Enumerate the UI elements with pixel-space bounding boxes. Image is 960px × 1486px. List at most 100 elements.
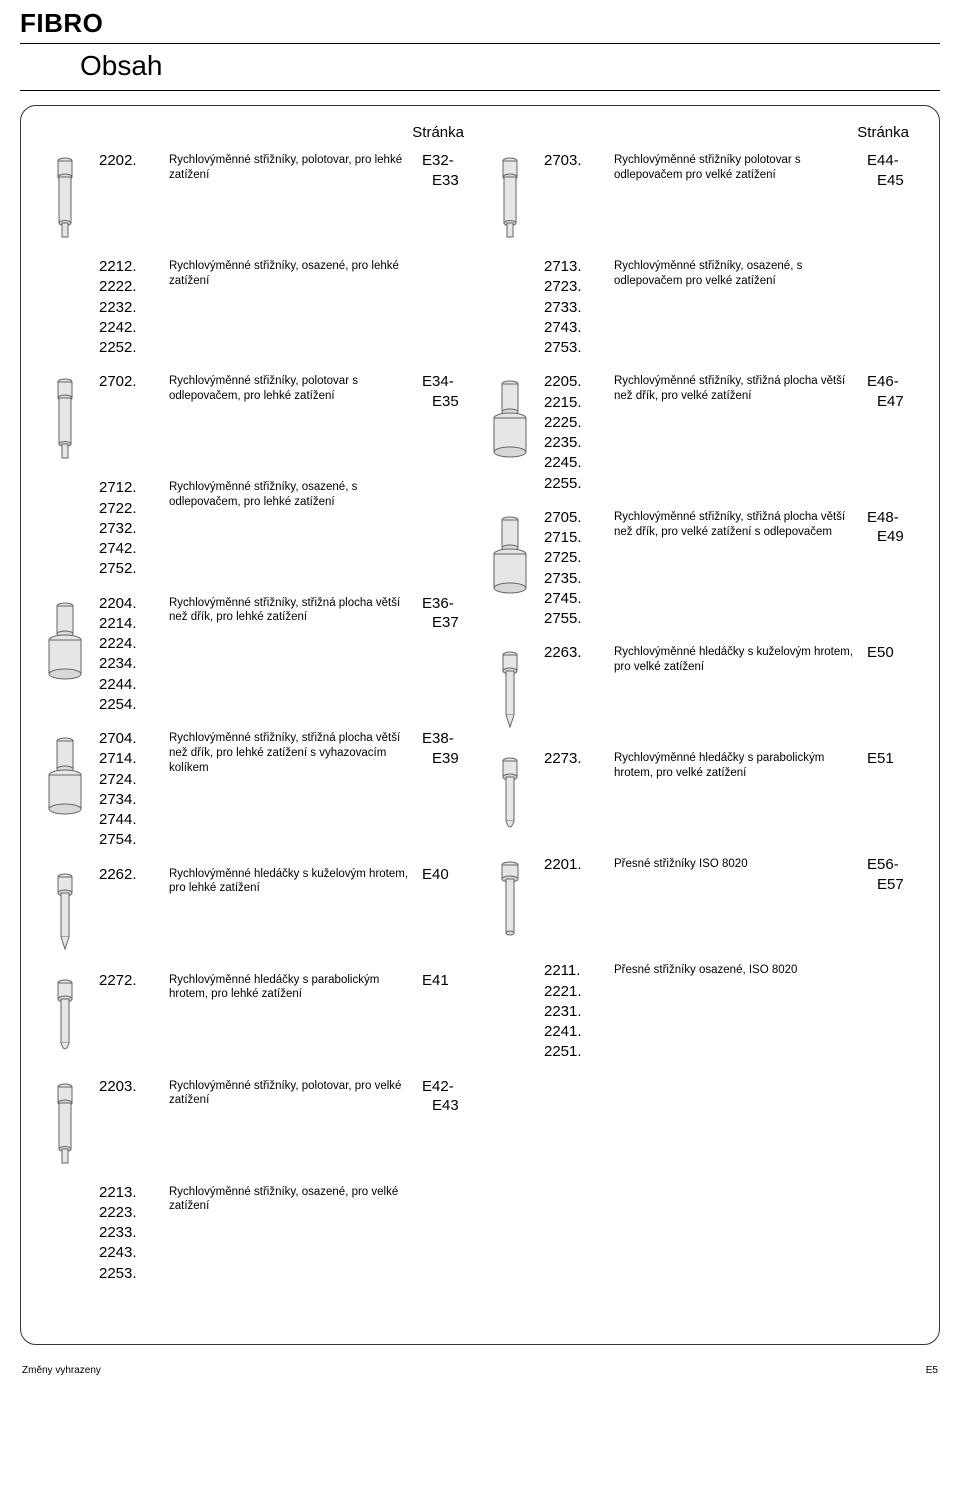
product-number: 2235. bbox=[544, 433, 602, 453]
product-number: 2212. bbox=[99, 257, 157, 277]
product-number: 2225. bbox=[544, 413, 602, 433]
footer-right: E5 bbox=[926, 1365, 938, 1376]
page-ref bbox=[422, 257, 472, 358]
toc-entry: 2713.2723.2733.2743.2753.Rychlovýměnné s… bbox=[488, 257, 917, 358]
product-description: Rychlovýměnné střižníky, osazené, s odle… bbox=[614, 257, 855, 358]
product-number: 2755. bbox=[544, 609, 602, 629]
footer-left: Změny vyhrazeny bbox=[22, 1365, 101, 1376]
product-number: 2245. bbox=[544, 453, 602, 473]
column-header: Stránka bbox=[488, 124, 917, 141]
product-number: 2703. bbox=[544, 151, 602, 171]
pilot-cone-icon bbox=[43, 867, 87, 957]
product-number: 2251. bbox=[544, 1042, 602, 1062]
page-ref: E40 bbox=[422, 865, 472, 957]
product-number: 2733. bbox=[544, 298, 602, 318]
product-number: 2734. bbox=[99, 790, 157, 810]
product-description: Rychlovýměnné střižníky, osazené, pro le… bbox=[169, 257, 410, 358]
toc-entry: 2712.2722.2732.2742.2752.Rychlovýměnné s… bbox=[43, 478, 472, 579]
toc-entry: 2702.Rychlovýměnné střižníky, polotovar … bbox=[43, 372, 472, 464]
product-number: 2255. bbox=[544, 474, 602, 494]
toc-entry: 2202. Rychlovýměnné střižníky, polotovar,… bbox=[43, 151, 472, 243]
page-ref: E42-E43 bbox=[422, 1077, 472, 1169]
product-number: 2745. bbox=[544, 589, 602, 609]
toc-entry: 2213.2223.2233.2243.2253.Rychlovýměnné s… bbox=[43, 1183, 472, 1284]
product-number: 2204. bbox=[99, 594, 157, 614]
product-number: 2704. bbox=[99, 729, 157, 749]
product-number: 2743. bbox=[544, 318, 602, 338]
product-number: 2272. bbox=[99, 971, 157, 991]
pilot-para-icon bbox=[43, 973, 87, 1063]
toc-entry: 2704.2714.2724.2734.2744.2754.Rychlovýmě… bbox=[43, 729, 472, 851]
page-title: Obsah bbox=[80, 50, 940, 82]
column-header: Stránka bbox=[43, 124, 472, 141]
toc-entry: 2703. Rychlovýměnné střižníky polotovar s… bbox=[488, 151, 917, 243]
product-description: Přesné střižníky osazené, ISO 8020 bbox=[614, 961, 855, 1062]
product-description: Rychlovýměnné střižníky, osazené, s odle… bbox=[169, 478, 410, 579]
product-number: 2241. bbox=[544, 1022, 602, 1042]
product-number: 2723. bbox=[544, 277, 602, 297]
pilot-cone-heavy-icon bbox=[488, 645, 532, 735]
product-description: Rychlovýměnné střižníky, střižná plocha … bbox=[169, 594, 410, 716]
product-number: 2244. bbox=[99, 675, 157, 695]
brand-logo: FIBRO bbox=[20, 8, 940, 39]
product-number: 2754. bbox=[99, 830, 157, 850]
product-number: 2712. bbox=[99, 478, 157, 498]
page-ref: E38-E39 bbox=[422, 729, 472, 851]
product-number: 2262. bbox=[99, 865, 157, 885]
toc-entry: 2203. Rychlovýměnné střižníky, polotovar,… bbox=[43, 1077, 472, 1169]
product-description: Rychlovýměnné střižníky polotovar s odle… bbox=[614, 151, 855, 243]
page-ref: E56-E57 bbox=[867, 855, 917, 947]
punch-wide-eject-icon bbox=[43, 731, 87, 821]
product-number: 2231. bbox=[544, 1002, 602, 1022]
product-number: 2722. bbox=[99, 499, 157, 519]
product-description: Rychlovýměnné střižníky, střižná plocha … bbox=[614, 372, 855, 494]
toc-entry: 2211.2221.2231.2241.2251.Přesné střižník… bbox=[488, 961, 917, 1062]
toc-entry: 2705.2715.2725.2735.2745.2755.Rychlovýmě… bbox=[488, 508, 917, 630]
product-number: 2713. bbox=[544, 257, 602, 277]
page-ref: E32-E33 bbox=[422, 151, 472, 243]
product-number: 2263. bbox=[544, 643, 602, 663]
product-description: Rychlovýměnné střižníky, polotovar, pro … bbox=[169, 151, 410, 243]
page-ref: E48-E49 bbox=[867, 508, 917, 630]
product-number: 2201. bbox=[544, 855, 602, 875]
product-number: 2234. bbox=[99, 654, 157, 674]
content-frame: Stránka 2202. Rychlovýměnné střižníky, po… bbox=[20, 105, 940, 1345]
product-number: 2224. bbox=[99, 634, 157, 654]
page-ref: E41 bbox=[422, 971, 472, 1063]
product-description: Rychlovýměnné střižníky, polotovar s odl… bbox=[169, 372, 410, 464]
page-ref: E46-E47 bbox=[867, 372, 917, 494]
product-description: Rychlovýměnné střižníky, polotovar, pro … bbox=[169, 1077, 410, 1169]
page-ref: E44-E45 bbox=[867, 151, 917, 243]
page-ref bbox=[867, 257, 917, 358]
product-number: 2725. bbox=[544, 548, 602, 568]
product-number: 2724. bbox=[99, 770, 157, 790]
product-description: Rychlovýměnné střižníky, střižná plocha … bbox=[614, 508, 855, 630]
product-number: 2214. bbox=[99, 614, 157, 634]
product-number: 2203. bbox=[99, 1077, 157, 1097]
product-number: 2732. bbox=[99, 519, 157, 539]
punch-wide-heavy-eject-icon bbox=[488, 510, 532, 600]
page-ref bbox=[422, 1183, 472, 1284]
product-number: 2705. bbox=[544, 508, 602, 528]
product-description: Rychlovýměnné hledáčky s parabolickým hr… bbox=[169, 971, 410, 1063]
product-number: 2202. bbox=[99, 151, 157, 171]
product-number: 2742. bbox=[99, 539, 157, 559]
page-ref: E36-E37 bbox=[422, 594, 472, 716]
product-number: 2221. bbox=[544, 982, 602, 1002]
product-description: Přesné střižníky ISO 8020 bbox=[614, 855, 855, 947]
punch-wide-heavy-icon bbox=[488, 374, 532, 464]
product-number: 2714. bbox=[99, 749, 157, 769]
toc-entry: 2204.2214.2224.2234.2244.2254. Rychlovýmě… bbox=[43, 594, 472, 716]
product-number: 2205. bbox=[544, 372, 602, 392]
product-description: Rychlovýměnné hledáčky s kuželovým hrote… bbox=[614, 643, 855, 735]
iso-punch-icon bbox=[488, 857, 532, 947]
punch-eject-icon bbox=[43, 374, 87, 464]
page-ref: E51 bbox=[867, 749, 917, 841]
page-ref: E34-E35 bbox=[422, 372, 472, 464]
title-bar: Obsah bbox=[20, 43, 940, 91]
product-number: 2254. bbox=[99, 695, 157, 715]
punch-plain-icon bbox=[43, 153, 87, 243]
product-number: 2215. bbox=[544, 393, 602, 413]
product-number: 2715. bbox=[544, 528, 602, 548]
product-description: Rychlovýměnné střižníky, osazené, pro ve… bbox=[169, 1183, 410, 1284]
